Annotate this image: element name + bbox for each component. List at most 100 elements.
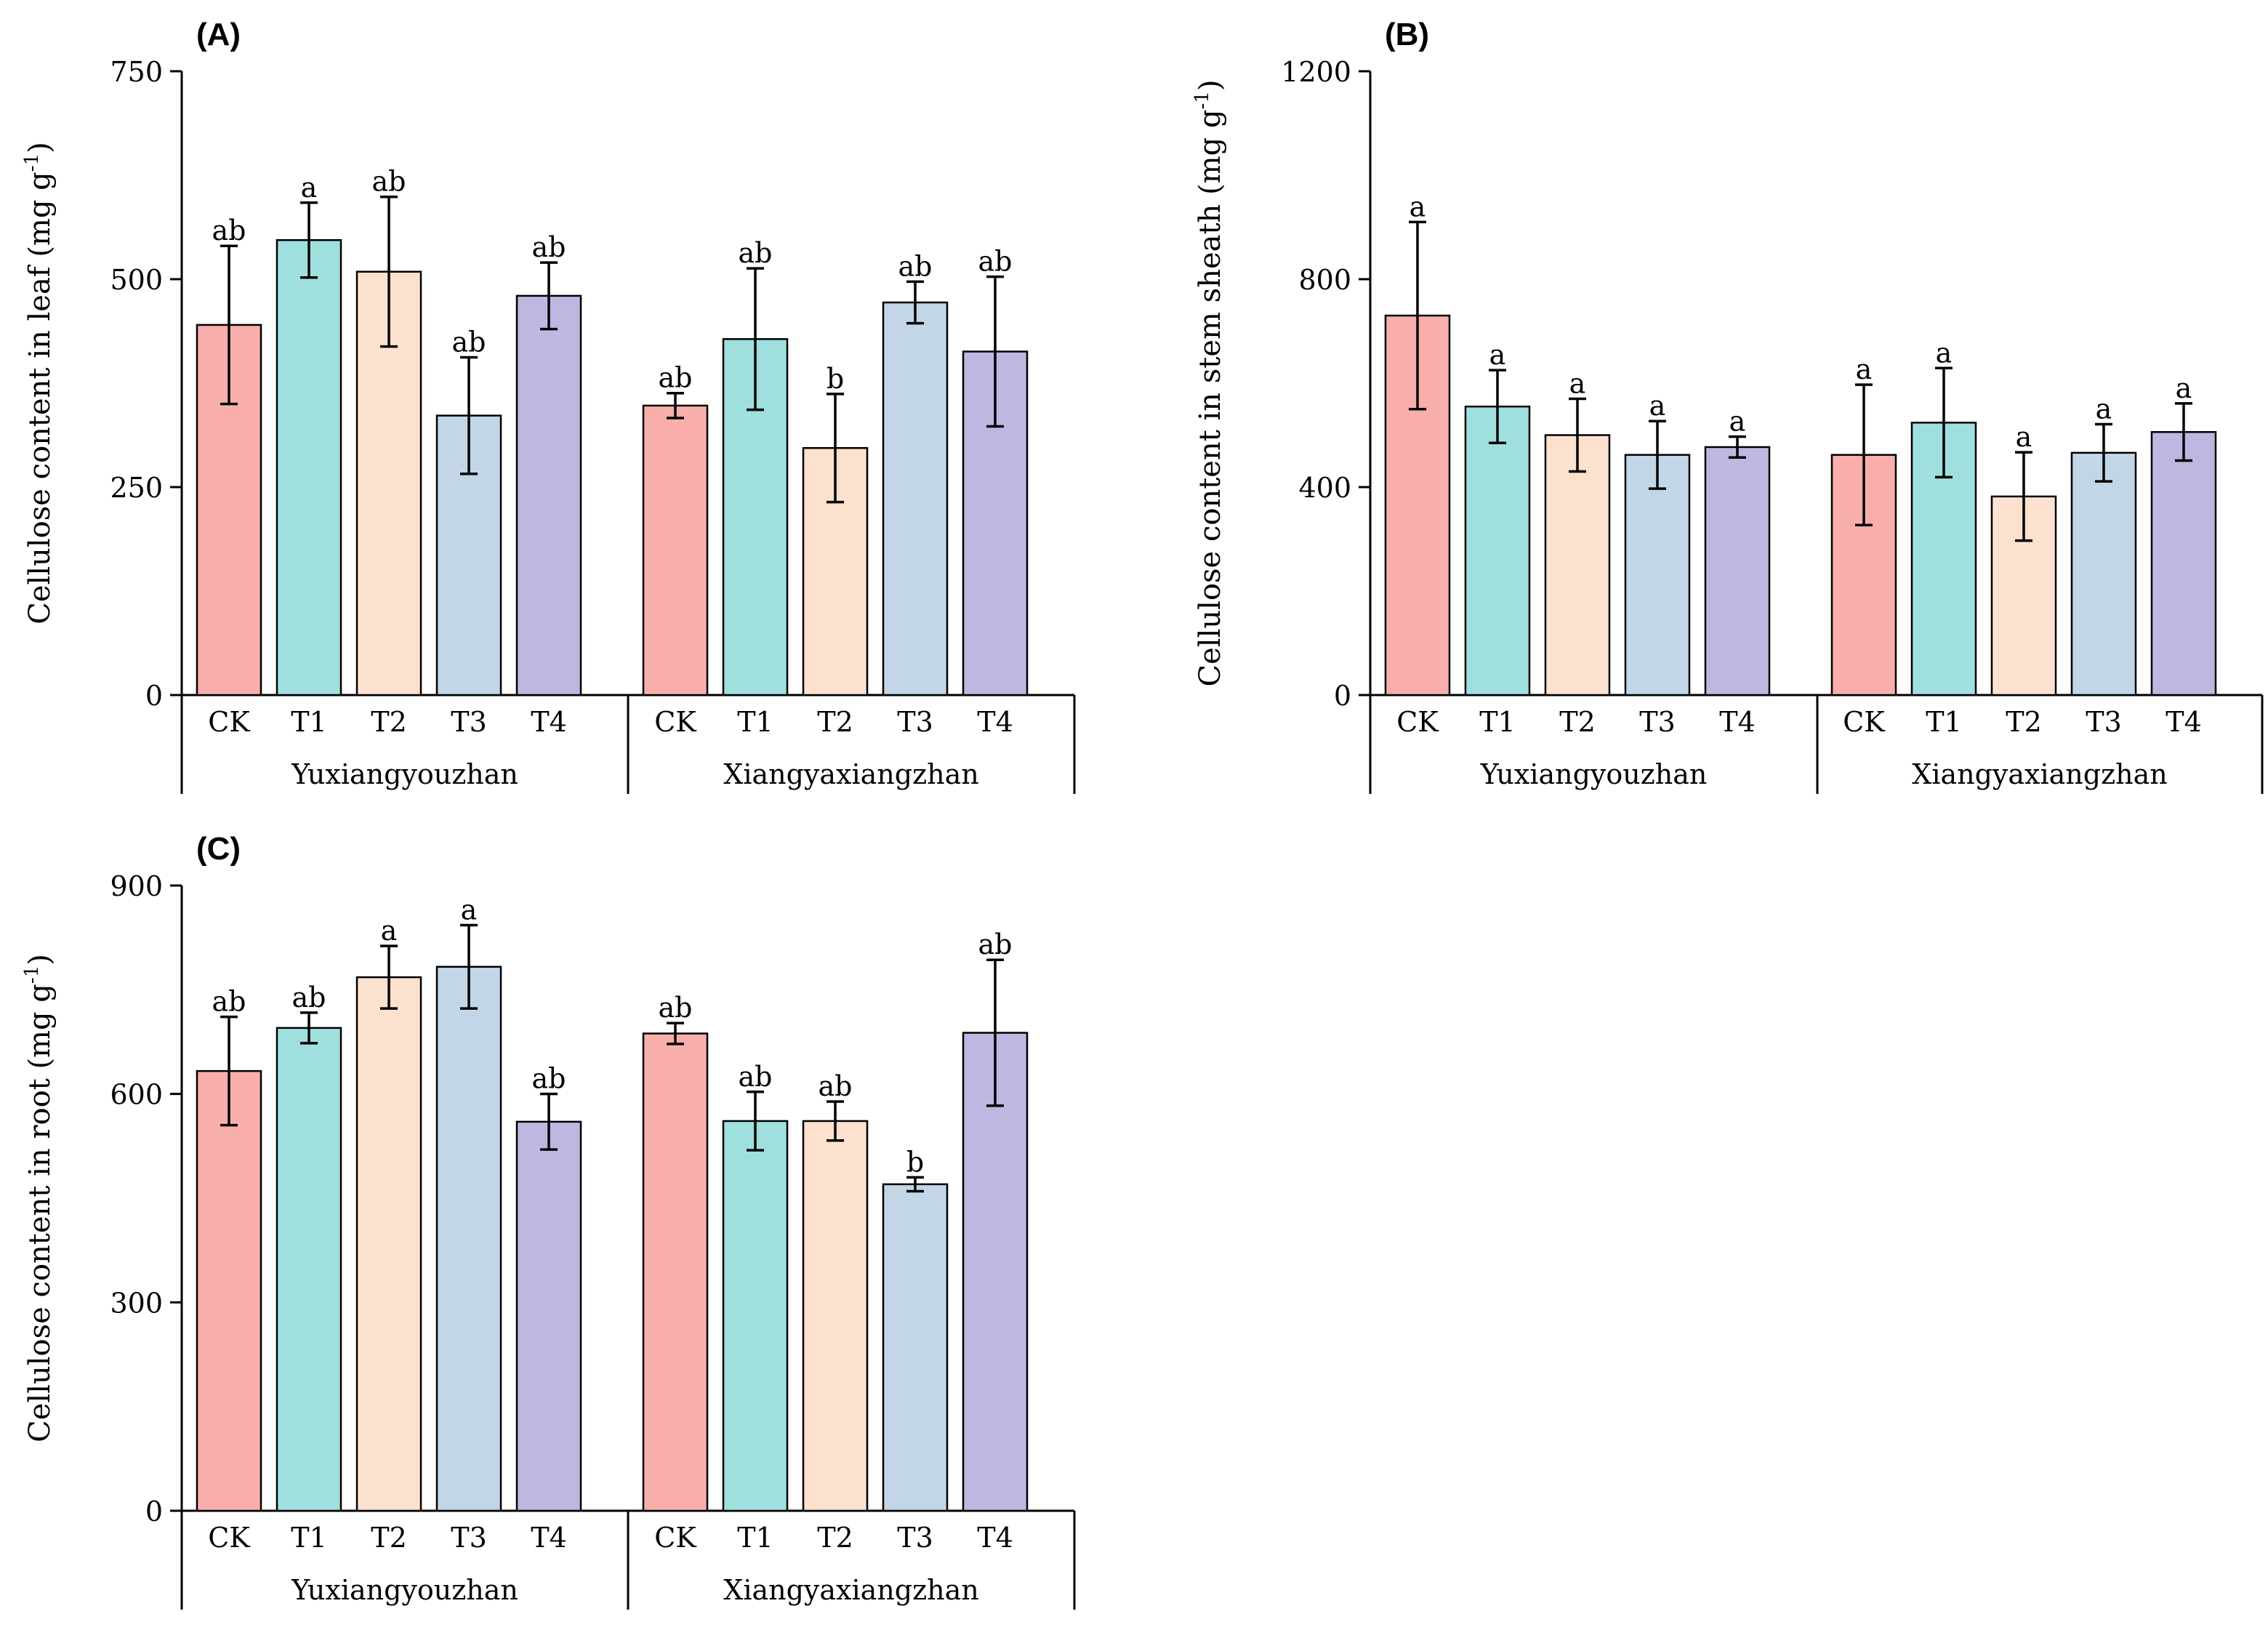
panel-label: (A) bbox=[196, 17, 241, 52]
bar-t3 bbox=[882, 301, 949, 696]
category-label: T3 bbox=[1639, 706, 1676, 738]
significance-letter: ab bbox=[739, 237, 773, 269]
y-tick-label: 500 bbox=[110, 264, 163, 296]
bar-t1 bbox=[276, 1027, 342, 1512]
significance-letter: ab bbox=[452, 326, 486, 358]
y-tick-label: 0 bbox=[145, 680, 163, 712]
bar-ck bbox=[196, 1069, 262, 1512]
y-tick-label: 900 bbox=[110, 870, 163, 902]
significance-letter: ab bbox=[978, 928, 1013, 960]
y-tick-label: 300 bbox=[110, 1287, 163, 1319]
y-axis-label-space bbox=[1194, 195, 1227, 204]
y-tick-label: 0 bbox=[1334, 680, 1351, 712]
significance-letter: ab bbox=[372, 166, 406, 198]
significance-letter: a bbox=[1410, 190, 1426, 222]
bar-ck bbox=[642, 1032, 709, 1512]
y-axis-label: Cellulose content in root (mg g-1) bbox=[21, 954, 57, 1442]
category-label: T1 bbox=[1926, 706, 1962, 738]
category-label: CK bbox=[654, 1522, 696, 1554]
y-axis-label: Cellulose content in leaf (mg g-1) bbox=[21, 142, 57, 624]
y-tick-label: 800 bbox=[1298, 264, 1351, 296]
category-label: CK bbox=[1843, 706, 1885, 738]
bar-t2 bbox=[1544, 434, 1611, 696]
y-tick-label: 0 bbox=[145, 1495, 163, 1527]
significance-letter: a bbox=[1856, 353, 1873, 385]
group-label: Yuxiangyouzhan bbox=[1480, 758, 1708, 790]
bar-t4 bbox=[962, 1032, 1029, 1512]
y-tick-label: 600 bbox=[110, 1079, 163, 1111]
significance-letter: ab bbox=[978, 246, 1013, 278]
category-label: T4 bbox=[531, 1522, 567, 1554]
category-label: CK bbox=[208, 706, 250, 738]
significance-letter: ab bbox=[532, 231, 566, 263]
group-label: Xiangyaxiangzhan bbox=[723, 758, 978, 790]
significance-letter: ab bbox=[532, 1063, 566, 1095]
category-label: T2 bbox=[2006, 706, 2042, 738]
y-axis-unit-close: ) bbox=[1194, 80, 1227, 92]
category-label: T3 bbox=[897, 1522, 933, 1554]
category-label: T1 bbox=[291, 706, 327, 738]
category-label: T3 bbox=[451, 1522, 487, 1554]
category-label: T1 bbox=[737, 1522, 773, 1554]
significance-letter: a bbox=[1489, 339, 1506, 371]
panel-leaf: (A) 0 250 500 750 Cellulose content in leaf (… bbox=[21, 17, 1076, 794]
y-tick-label: 250 bbox=[110, 472, 163, 504]
bar-t1 bbox=[1464, 405, 1531, 696]
panel-stem-sheath: (B) 0 400 800 1200 Cellulose content in stem … bbox=[1191, 17, 2264, 794]
category-label: T4 bbox=[2166, 706, 2202, 738]
category-label: T3 bbox=[897, 706, 933, 738]
significance-letter: ab bbox=[659, 992, 693, 1024]
significance-letter: a bbox=[301, 172, 318, 204]
significance-letter: b bbox=[827, 363, 844, 395]
category-label: T2 bbox=[1559, 706, 1596, 738]
bar-t1 bbox=[276, 238, 342, 696]
bar-t3 bbox=[882, 1183, 949, 1512]
y-axis-label-space bbox=[23, 257, 57, 267]
bar-t4 bbox=[2150, 430, 2217, 696]
category-label: T1 bbox=[737, 706, 773, 738]
significance-letter: a bbox=[1936, 337, 1953, 369]
significance-letter: a bbox=[461, 894, 478, 926]
significance-letter: a bbox=[2016, 421, 2032, 453]
category-label: T4 bbox=[977, 706, 1013, 738]
category-label: T4 bbox=[531, 706, 567, 738]
bar-t4 bbox=[515, 294, 582, 696]
significance-letter: a bbox=[2096, 393, 2112, 425]
panel-root: (C) 0 300 600 900 Cellulose content in root (… bbox=[21, 831, 1076, 1610]
significance-letter: a bbox=[381, 915, 398, 947]
category-label: T1 bbox=[1479, 706, 1516, 738]
bar-t2 bbox=[355, 976, 422, 1512]
y-axis-unit: (mg g bbox=[23, 172, 57, 257]
significance-letter: a bbox=[2176, 372, 2192, 404]
y-axis-unit-exponent: -1 bbox=[21, 153, 43, 172]
y-axis-unit: (mg g bbox=[23, 984, 57, 1069]
y-tick-label: 750 bbox=[110, 56, 163, 88]
panel-label: (C) bbox=[196, 831, 241, 867]
y-axis-label-space bbox=[23, 1069, 57, 1079]
y-axis-unit: (mg g bbox=[1194, 109, 1227, 194]
y-axis-label: Cellulose content in stem sheath (mg g-1… bbox=[1191, 80, 1227, 687]
y-axis-unit-close: ) bbox=[23, 954, 57, 965]
bar-ck bbox=[642, 404, 709, 696]
category-label: T2 bbox=[817, 1522, 853, 1554]
bar-t1 bbox=[722, 1120, 789, 1512]
category-label: CK bbox=[654, 706, 696, 738]
significance-letter: a bbox=[1649, 390, 1666, 422]
category-label: T4 bbox=[977, 1522, 1013, 1554]
significance-letter: ab bbox=[212, 986, 246, 1018]
y-axis-label-text: Cellulose content in leaf bbox=[23, 264, 57, 625]
bar-t3 bbox=[1624, 454, 1691, 696]
group-label: Yuxiangyouzhan bbox=[291, 758, 518, 790]
bar-t4 bbox=[515, 1120, 582, 1512]
bar-t4 bbox=[1704, 446, 1771, 696]
significance-letter: ab bbox=[819, 1070, 853, 1102]
y-axis-unit-exponent: -1 bbox=[21, 965, 43, 984]
category-label: T1 bbox=[291, 1522, 327, 1554]
y-axis-unit-exponent: -1 bbox=[1191, 91, 1213, 109]
bar-t3 bbox=[2070, 451, 2137, 696]
group-label: Xiangyaxiangzhan bbox=[1912, 758, 2167, 790]
group-label: Yuxiangyouzhan bbox=[291, 1574, 518, 1606]
y-tick-label: 1200 bbox=[1281, 56, 1351, 88]
category-label: T2 bbox=[371, 706, 407, 738]
